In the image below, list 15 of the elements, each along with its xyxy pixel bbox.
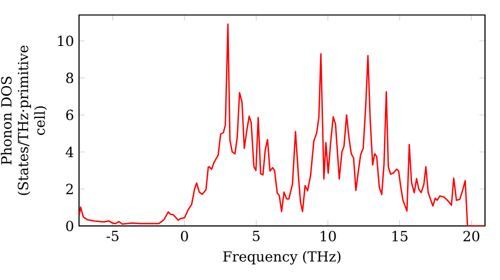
y-tick-label: 10 xyxy=(58,36,74,46)
x-tick-label: 5 xyxy=(252,230,260,242)
x-tick-label: 10 xyxy=(320,230,336,242)
x-tick-label: 15 xyxy=(392,230,408,242)
y-tick-label: 6 xyxy=(66,110,74,120)
y-tick-label: 4 xyxy=(66,146,74,158)
y-tick-label: 0 xyxy=(66,220,74,232)
y-tick-label: 2 xyxy=(66,184,73,194)
y-axis-title: Phonon DOS (States/THz·primitive cell) xyxy=(0,46,47,195)
x-tick-label: 0 xyxy=(180,230,188,242)
x-tick-label: -5 xyxy=(106,230,118,242)
x-tick-label: 20 xyxy=(463,230,480,242)
x-axis-title: Frequency (THz) xyxy=(223,250,340,265)
y-tick-label: 8 xyxy=(66,72,74,84)
line-series xyxy=(79,24,485,226)
